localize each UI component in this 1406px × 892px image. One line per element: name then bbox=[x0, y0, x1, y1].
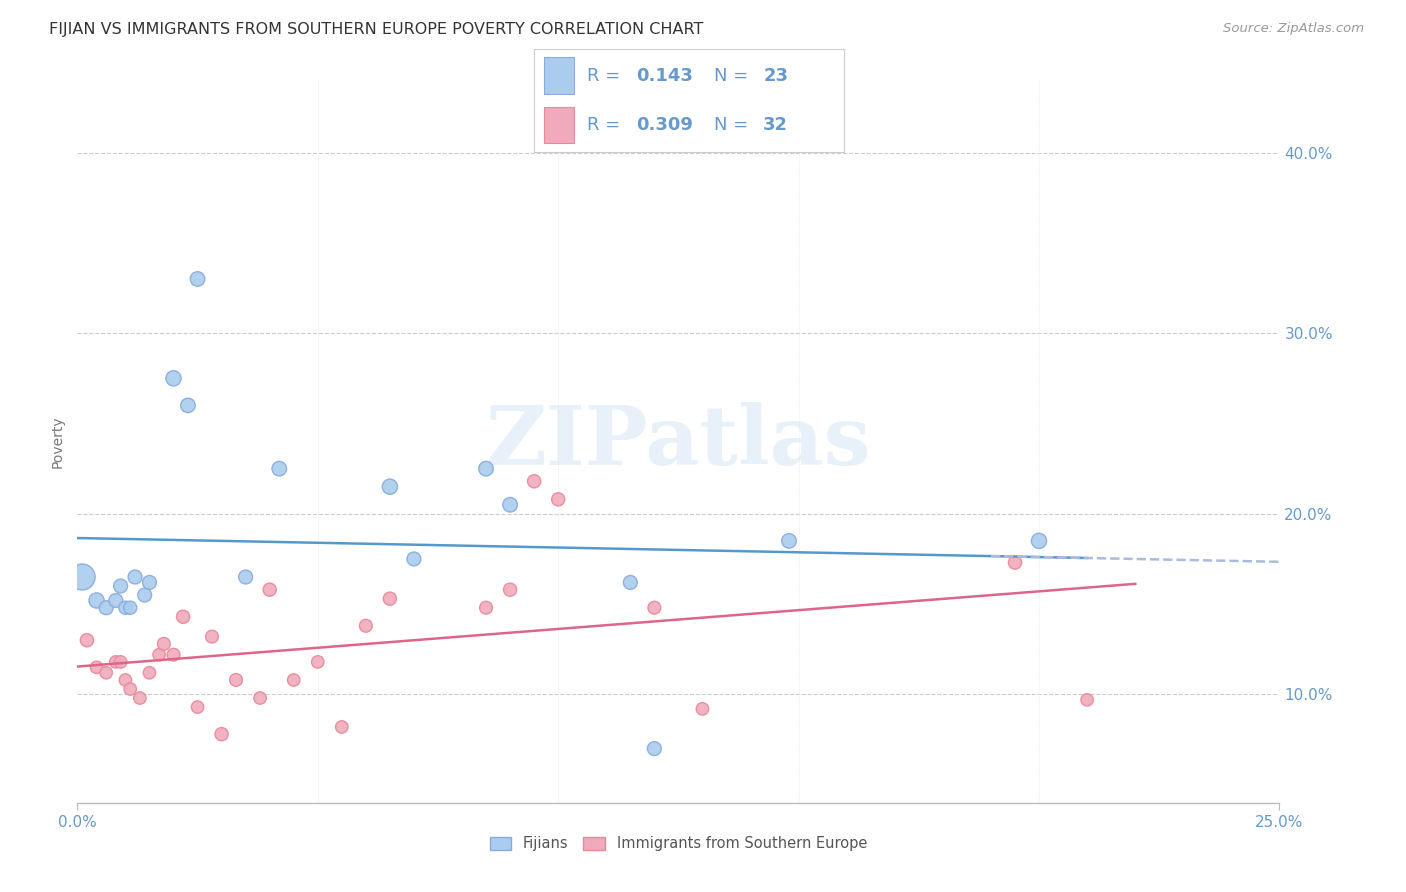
Point bbox=[211, 727, 233, 741]
Text: R =: R = bbox=[586, 116, 626, 134]
FancyBboxPatch shape bbox=[544, 57, 575, 95]
Point bbox=[70, 570, 93, 584]
Point bbox=[547, 492, 569, 507]
Point bbox=[153, 637, 176, 651]
Point bbox=[138, 665, 160, 680]
Text: N =: N = bbox=[714, 116, 754, 134]
Point bbox=[307, 655, 329, 669]
Point bbox=[778, 533, 800, 548]
Point bbox=[104, 593, 127, 607]
Point bbox=[249, 691, 271, 706]
Point bbox=[104, 655, 127, 669]
Point bbox=[402, 552, 425, 566]
Point bbox=[110, 655, 132, 669]
Point bbox=[138, 575, 160, 590]
Text: 0.143: 0.143 bbox=[637, 67, 693, 85]
Point bbox=[225, 673, 247, 687]
Point bbox=[128, 691, 150, 706]
Point bbox=[172, 609, 194, 624]
Point bbox=[475, 600, 498, 615]
Y-axis label: Poverty: Poverty bbox=[51, 416, 65, 467]
Point bbox=[86, 593, 108, 607]
Point bbox=[96, 600, 118, 615]
Point bbox=[269, 461, 291, 475]
Point bbox=[354, 619, 377, 633]
Point bbox=[177, 398, 200, 412]
Point bbox=[643, 600, 665, 615]
Point bbox=[120, 681, 142, 696]
Point bbox=[523, 475, 546, 489]
Point bbox=[124, 570, 146, 584]
Point bbox=[378, 480, 401, 494]
Point bbox=[619, 575, 641, 590]
Point bbox=[186, 272, 209, 286]
Point bbox=[148, 648, 170, 662]
Point bbox=[76, 633, 98, 648]
Point bbox=[692, 702, 714, 716]
FancyBboxPatch shape bbox=[544, 106, 575, 144]
Point bbox=[110, 579, 132, 593]
Legend: Fijians, Immigrants from Southern Europe: Fijians, Immigrants from Southern Europe bbox=[484, 830, 873, 857]
Text: R =: R = bbox=[586, 67, 626, 85]
Text: 32: 32 bbox=[763, 116, 789, 134]
Point bbox=[201, 630, 224, 644]
Point bbox=[1004, 556, 1026, 570]
Text: Source: ZipAtlas.com: Source: ZipAtlas.com bbox=[1223, 22, 1364, 36]
Point bbox=[1028, 533, 1050, 548]
Text: N =: N = bbox=[714, 67, 754, 85]
Point bbox=[96, 665, 118, 680]
Point bbox=[86, 660, 108, 674]
Point bbox=[186, 700, 209, 714]
Point bbox=[330, 720, 353, 734]
Point bbox=[475, 461, 498, 475]
Point bbox=[134, 588, 156, 602]
Text: ZIPatlas: ZIPatlas bbox=[485, 401, 872, 482]
Point bbox=[114, 673, 136, 687]
Text: FIJIAN VS IMMIGRANTS FROM SOUTHERN EUROPE POVERTY CORRELATION CHART: FIJIAN VS IMMIGRANTS FROM SOUTHERN EUROP… bbox=[49, 22, 703, 37]
Point bbox=[499, 498, 522, 512]
Point bbox=[499, 582, 522, 597]
Text: 23: 23 bbox=[763, 67, 789, 85]
Point bbox=[1076, 693, 1098, 707]
Point bbox=[120, 600, 142, 615]
Point bbox=[378, 591, 401, 606]
Point bbox=[114, 600, 136, 615]
Point bbox=[643, 741, 665, 756]
Text: 0.309: 0.309 bbox=[637, 116, 693, 134]
Point bbox=[283, 673, 305, 687]
Point bbox=[162, 371, 184, 385]
Point bbox=[162, 648, 184, 662]
Point bbox=[235, 570, 257, 584]
Point bbox=[259, 582, 281, 597]
